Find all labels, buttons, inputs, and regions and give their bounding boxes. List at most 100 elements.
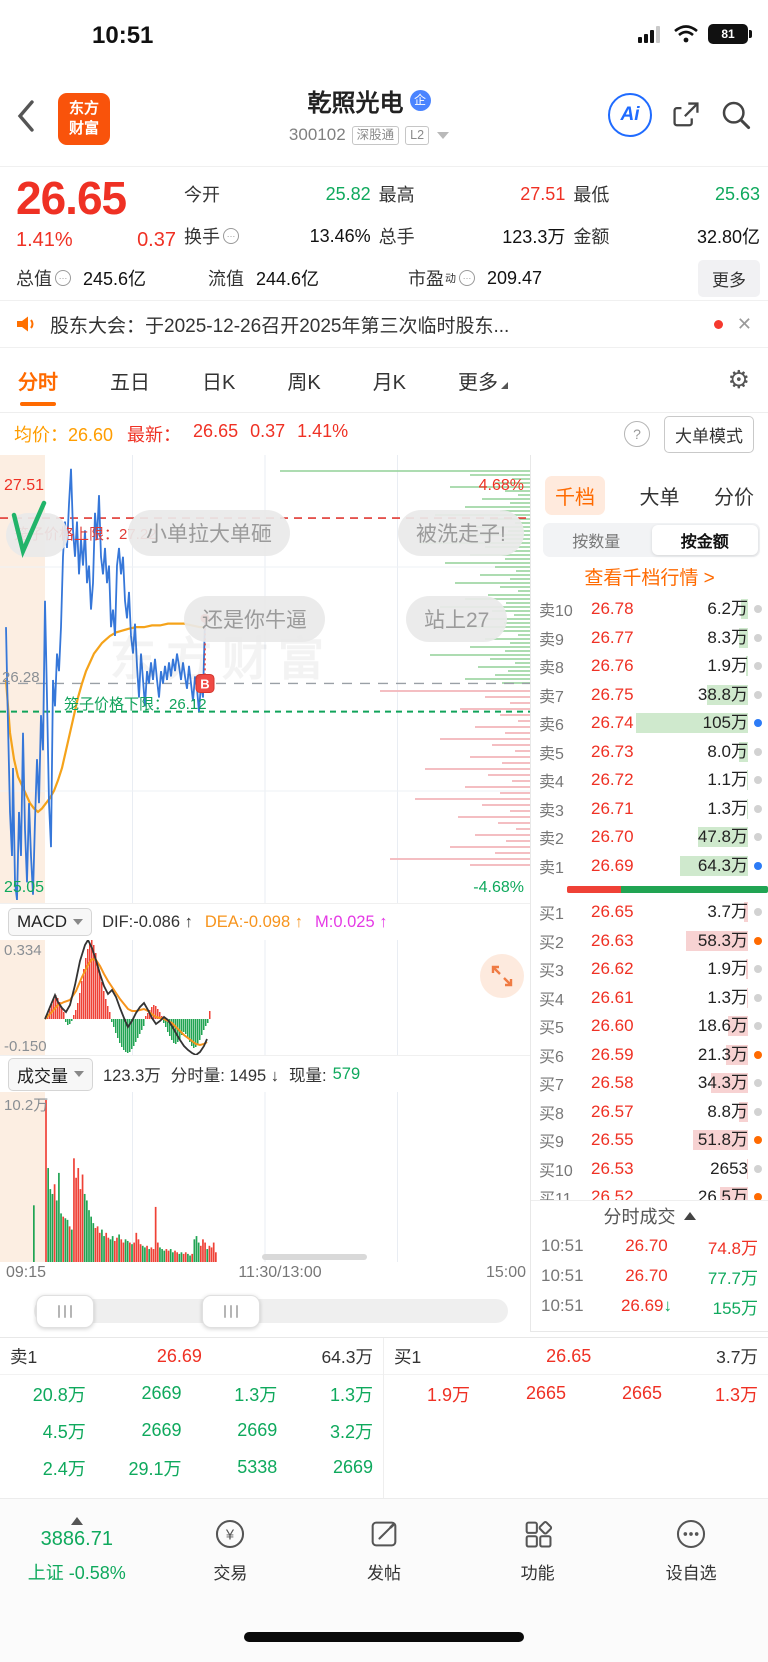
bid-row[interactable]: 买3 26.62 1.9万 <box>531 955 768 984</box>
panel-tab-千档[interactable]: 千档 <box>545 475 605 515</box>
queue-value: 1.3万 <box>714 1384 758 1405</box>
nav-item-post[interactable]: 发帖 <box>307 1517 461 1585</box>
volume-bar <box>746 770 748 791</box>
app-logo[interactable]: 东方 财富 <box>58 93 110 145</box>
nav-item-watchlist[interactable]: 设自选 <box>614 1517 768 1585</box>
volume-text: 47.8万 <box>697 827 748 847</box>
scrollbar-handle[interactable] <box>36 1295 94 1328</box>
tab-五日[interactable]: 五日 <box>110 348 150 412</box>
queue-value: 2.4万 <box>42 1458 86 1479</box>
tick-price: 26.69↓ <box>620 1296 673 1315</box>
tick-price: 26.70 <box>625 1236 668 1255</box>
bid1-block[interactable]: 买1 26.65 3.7万 1.9万 2665 2665 1.3万 <box>384 1338 768 1499</box>
book-volume: 18.6万 <box>655 1015 748 1037</box>
queue-value: 2665 <box>621 1383 662 1403</box>
index-quote-item[interactable]: 3886.71 上证 -0.58% <box>0 1517 154 1585</box>
info-icon[interactable]: … <box>55 270 71 286</box>
volume-dropdown[interactable]: 成交量 <box>8 1057 93 1091</box>
price-change: 1.41% 0.37 <box>16 229 176 252</box>
big-order-mode-button[interactable]: 大单模式 <box>664 415 754 453</box>
bid-row[interactable]: 买9 26.55 51.8万 <box>531 1126 768 1155</box>
macd-chart[interactable]: 0.334 -0.150 <box>0 938 530 1057</box>
bid-ask-ratio-bar <box>567 886 768 893</box>
ask1-block[interactable]: 卖1 26.69 64.3万 20.8万 2669 1.3万 1.3万 4.5万 2669… <box>0 1338 384 1499</box>
ask-row[interactable]: 卖7 26.75 38.8万 <box>531 681 768 710</box>
scrollbar-track[interactable] <box>34 1299 508 1323</box>
ask-row[interactable]: 卖3 26.71 1.3万 <box>531 795 768 824</box>
search-icon[interactable] <box>720 99 752 131</box>
nav-label: 交易 <box>213 1564 248 1583</box>
ask-row[interactable]: 卖5 26.73 8.0万 <box>531 738 768 767</box>
nav-item-trade[interactable]: ¥ 交易 <box>154 1517 308 1585</box>
panel-tab-大单[interactable]: 大单 <box>639 486 680 509</box>
field-value: 123.3万 <box>502 227 566 247</box>
bid-row[interactable]: 买11 26.52 26.5万 <box>531 1183 768 1200</box>
scrollbar-handle[interactable] <box>202 1295 260 1328</box>
ask-row[interactable]: 卖10 26.78 6.2万 <box>531 595 768 624</box>
tick-row[interactable]: 10:51 26.70 77.7万 <box>531 1261 768 1291</box>
book-volume: 1.9万 <box>655 655 748 677</box>
tick-trades-header[interactable]: 分时成交 <box>531 1200 768 1231</box>
quote-field: 金额 32.80亿 <box>573 215 760 257</box>
svg-text:B: B <box>200 676 209 691</box>
back-button[interactable] <box>14 97 44 137</box>
volume-bar <box>739 1101 748 1122</box>
tab-周K[interactable]: 周K <box>287 348 320 412</box>
bid-row[interactable]: 买7 26.58 34.3万 <box>531 1069 768 1098</box>
more-button[interactable]: 更多 <box>698 259 760 297</box>
tab-更多[interactable]: 更多 <box>458 348 509 412</box>
info-icon[interactable]: … <box>223 228 239 244</box>
info-icon[interactable]: … <box>459 270 475 286</box>
bid-row[interactable]: 买10 26.53 2653 <box>531 1155 768 1184</box>
queue-value: 2669 <box>237 1420 278 1440</box>
ai-assistant-button[interactable]: Ai <box>608 93 652 137</box>
tab-分时[interactable]: 分时 <box>18 348 58 412</box>
book-price: 26.60 <box>591 1016 634 1036</box>
order-dot <box>754 719 762 728</box>
tick-row[interactable]: 10:51 26.70 74.8万 <box>531 1231 768 1261</box>
thousand-depth-link[interactable]: 查看千档行情 > <box>584 568 715 589</box>
ask-row[interactable]: 卖9 26.77 8.3万 <box>531 624 768 653</box>
tick-row[interactable]: 10:51 26.69↓ 155万 <box>531 1291 768 1321</box>
bid-row[interactable]: 买2 26.63 58.3万 <box>531 927 768 956</box>
order-dot <box>754 804 762 813</box>
field-label: 金额 <box>573 227 610 247</box>
bid-row[interactable]: 买1 26.65 3.7万 <box>531 898 768 927</box>
toggle-option[interactable]: 按数量 <box>572 534 621 551</box>
ask-row[interactable]: 卖6 26.74 105万 <box>531 709 768 738</box>
ask-row[interactable]: 卖2 26.70 47.8万 <box>531 823 768 852</box>
sell-ratio <box>567 886 622 893</box>
home-indicator[interactable] <box>244 1632 524 1642</box>
corner-caret-icon <box>501 381 509 389</box>
queue-value: 2669 <box>141 1383 182 1403</box>
close-icon[interactable]: ✕ <box>736 313 752 334</box>
tab-月K[interactable]: 月K <box>373 348 406 412</box>
nav-item-features[interactable]: 功能 <box>461 1517 615 1585</box>
gear-icon[interactable]: ⚙ <box>727 366 750 394</box>
tab-日K[interactable]: 日K <box>202 348 235 412</box>
ask-row[interactable]: 卖1 26.69 64.3万 <box>531 852 768 881</box>
bid-row[interactable]: 买8 26.57 8.8万 <box>531 1098 768 1127</box>
ask-row[interactable]: 卖4 26.72 1.1万 <box>531 766 768 795</box>
panel-tabs: 千档 大单 分价 <box>531 473 768 517</box>
intraday-chart[interactable]: B 东方财富 27.51 4.68% 25.05 -4.68% 笼子价格上限：2… <box>0 455 530 903</box>
volume-current: 579 <box>332 1064 361 1083</box>
book-price: 26.73 <box>591 741 634 761</box>
panel-tab-分价[interactable]: 分价 <box>714 486 754 509</box>
bid-row[interactable]: 买6 26.59 21.3万 <box>531 1041 768 1070</box>
book-price: 26.77 <box>591 627 634 647</box>
macd-dropdown[interactable]: MACD <box>8 908 93 936</box>
quote-fields-row3: 总值… 245.6亿 流值 244.6亿 市盈动… 209.47 更多 <box>16 259 760 297</box>
field-value: 32.80亿 <box>696 227 760 247</box>
ask-row[interactable]: 卖8 26.76 1.9万 <box>531 652 768 681</box>
bid-row[interactable]: 买5 26.60 18.6万 <box>531 1012 768 1041</box>
toggle-option[interactable]: 按金额 <box>651 525 758 555</box>
expand-button[interactable] <box>480 954 524 998</box>
quote-field: 最高 27.51 <box>379 173 566 215</box>
volume-chart[interactable]: 10.2万 <box>0 1092 530 1262</box>
header-title-block[interactable]: 乾照光电 企 300102 深股通 L2 <box>200 83 538 145</box>
bid-row[interactable]: 买4 26.61 1.3万 <box>531 984 768 1013</box>
share-icon[interactable] <box>670 99 702 131</box>
help-icon[interactable]: ? <box>624 421 650 447</box>
announcement-bar[interactable]: 股东大会：于2025-12-26召开2025年第三次临时股东... ✕ <box>0 300 768 348</box>
